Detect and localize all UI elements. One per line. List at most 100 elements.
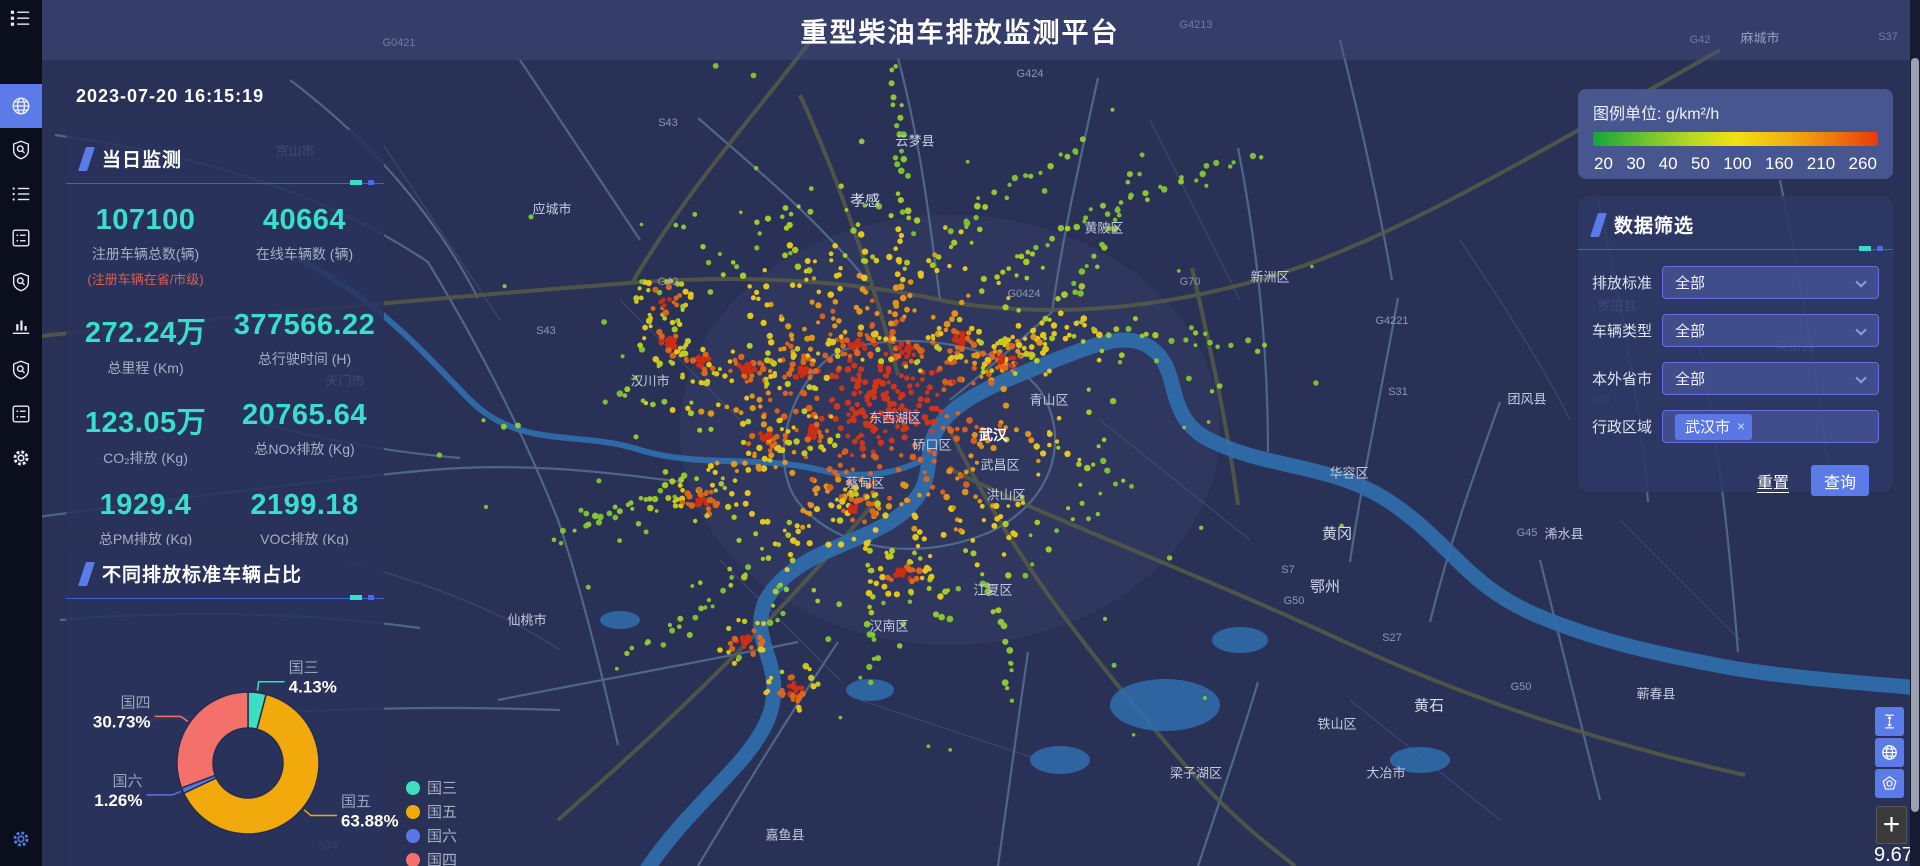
filter-panel-title: 数据筛选 [1614, 216, 1695, 237]
globe-icon [10, 95, 32, 117]
current-datetime: 2023-07-20 16:15:19 [76, 86, 265, 106]
title-slash-decoration [1590, 212, 1607, 237]
shield-search-icon [10, 271, 32, 293]
filter-row: 本外省市 全部 [1592, 362, 1879, 395]
select-0[interactable]: 全部 [1662, 266, 1879, 299]
stat-card: 1929.4 总PM排放 (Kg) [66, 489, 225, 549]
heatmap-legend-panel: 图例单位: g/km²/h 20 30 40 50 100 160 210 260 [1578, 89, 1893, 179]
stat-value: 123.05万 [84, 407, 207, 439]
shield-search-icon [10, 359, 32, 381]
filter-row: 车辆类型 全部 [1592, 314, 1879, 347]
sidebar-item-list[interactable] [0, 172, 42, 216]
sidebar-item-shield-search[interactable] [0, 128, 42, 172]
chevron-down-icon [1855, 276, 1867, 288]
gear-icon [10, 447, 32, 469]
bottom-settings-gear-icon[interactable] [0, 824, 42, 854]
legend-tick: 210 [1806, 154, 1836, 173]
stat-value: 1929.4 [99, 489, 192, 521]
stat-label: 总NOx排放 (Kg) [254, 441, 355, 457]
stat-value: 20765.64 [242, 399, 367, 431]
panel-divider [66, 180, 384, 185]
sidebar-item-gear[interactable] [0, 436, 42, 480]
rivers [297, 257, 1920, 866]
chart-panel-title: 不同排放标准车辆占比 [102, 565, 303, 586]
menu-toggle-button[interactable] [9, 7, 35, 33]
filter-label: 行政区域 [1592, 419, 1653, 436]
map-zoom-level: 9.67 [1874, 844, 1913, 866]
title-slash-decoration [78, 561, 95, 586]
emission-heatmap-layer [436, 63, 1344, 752]
panel-header: 不同排放标准车辆占比 [66, 545, 384, 596]
filter-label: 本外省市 [1592, 371, 1653, 388]
stat-label: CO₂排放 (Kg) [103, 450, 188, 466]
stat-card: 40664 在线车辆数 (辆) [225, 204, 384, 288]
panel-divider [66, 595, 384, 600]
stat-label: 在线车辆数 (辆) [255, 246, 354, 262]
stat-label: 总里程 (Km) [107, 360, 184, 376]
sidebar-item-bar-chart[interactable] [0, 304, 42, 348]
stat-card: 2199.18 VOC排放 (Kg) [225, 489, 384, 549]
sidebar-item-doc-list[interactable] [0, 216, 42, 260]
stat-value: 2199.18 [250, 489, 359, 521]
select-1[interactable]: 全部 [1662, 314, 1879, 347]
sidebar-item-shield-search[interactable] [0, 260, 42, 304]
query-button[interactable]: 查询 [1811, 465, 1869, 496]
shield-search-icon [10, 139, 32, 161]
draw-polygon-button[interactable] [1875, 769, 1904, 798]
panel-divider [1578, 246, 1893, 251]
filter-actions: 重置 查询 [1578, 465, 1893, 496]
lakes [600, 611, 1450, 774]
legend-tick: 50 [1690, 154, 1710, 173]
list-icon [10, 183, 32, 205]
tag-close-icon[interactable]: × [1737, 418, 1746, 434]
daily-monitor-title: 当日监测 [102, 150, 183, 171]
minor-roads [339, 119, 1741, 821]
filter-row: 行政区域 武汉市 × [1592, 410, 1879, 443]
title-slash-decoration [78, 146, 95, 171]
legend-title: 图例单位: g/km²/h [1593, 106, 1720, 123]
sidebar-item-globe[interactable] [0, 84, 42, 128]
page-scrollbar [1910, 0, 1920, 866]
doc-list-icon [10, 403, 32, 425]
legend-tick: 260 [1848, 154, 1877, 173]
stat-label: VOC排放 (Kg) [260, 531, 349, 547]
sidebar-item-shield-search[interactable] [0, 348, 42, 392]
data-filter-panel: 数据筛选 排放标准 全部 车辆类型 全部 本外省市 全部 行政区域 武汉市 × 重置 查询 [1578, 196, 1893, 496]
sidebar [0, 0, 42, 866]
select-value: 全部 [1675, 275, 1706, 292]
legend-tick: 20 [1594, 154, 1613, 173]
highways [0, 33, 1746, 866]
stat-card: 107100 注册车辆总数(辆) (注册车辆在省/市级) [66, 204, 225, 288]
app-header: 重型柴油车排放监测平台 [0, 0, 1920, 60]
select-2[interactable]: 全部 [1662, 362, 1879, 395]
panel-header: 当日监测 [66, 130, 384, 181]
basemap-globe-button[interactable] [1875, 738, 1904, 767]
stat-card: 272.24万总里程 (Km) [66, 309, 225, 378]
stat-value: 272.24万 [84, 317, 207, 349]
stats-grid: 107100 注册车辆总数(辆) (注册车辆在省/市级) 40664 在线车辆数 (辆)… [66, 184, 384, 570]
stat-label: 总PM排放 (Kg) [98, 531, 193, 547]
legend-tick-row: 20 30 40 50 100 160 210 260 [1593, 154, 1878, 174]
page-title: 重型柴油车排放监测平台 [800, 17, 1120, 48]
chevron-down-icon [1855, 372, 1867, 384]
reset-button[interactable]: 重置 [1756, 474, 1789, 492]
region-tag-field[interactable]: 武汉市 × [1662, 410, 1879, 443]
stat-card: 20765.64 总NOx排放 (Kg) [225, 399, 384, 468]
stat-value: 40664 [262, 204, 347, 236]
measure-distance-button[interactable] [1875, 707, 1904, 736]
filter-label: 排放标准 [1592, 275, 1653, 292]
legend-tick: 160 [1765, 154, 1794, 173]
select-value: 全部 [1675, 371, 1706, 388]
bar-chart-icon [10, 315, 32, 337]
heat-gradient-bar [1593, 132, 1878, 146]
zoom-in-button[interactable]: + [1876, 806, 1907, 844]
sidebar-item-doc-list[interactable] [0, 392, 42, 436]
legend-unit: g/km²/h [1665, 106, 1720, 123]
stat-card: 377566.22 总行驶时间 (H) [225, 309, 384, 378]
scrollbar-thumb[interactable] [1911, 58, 1919, 812]
legend-tick: 40 [1658, 154, 1678, 173]
select-value: 全部 [1675, 323, 1706, 340]
stat-value: 377566.22 [233, 309, 376, 341]
map-tool-buttons [1875, 707, 1904, 798]
daily-monitor-panel: 当日监测 107100 注册车辆总数(辆) (注册车辆在省/市级) 40664 在线车辆… [66, 130, 384, 547]
